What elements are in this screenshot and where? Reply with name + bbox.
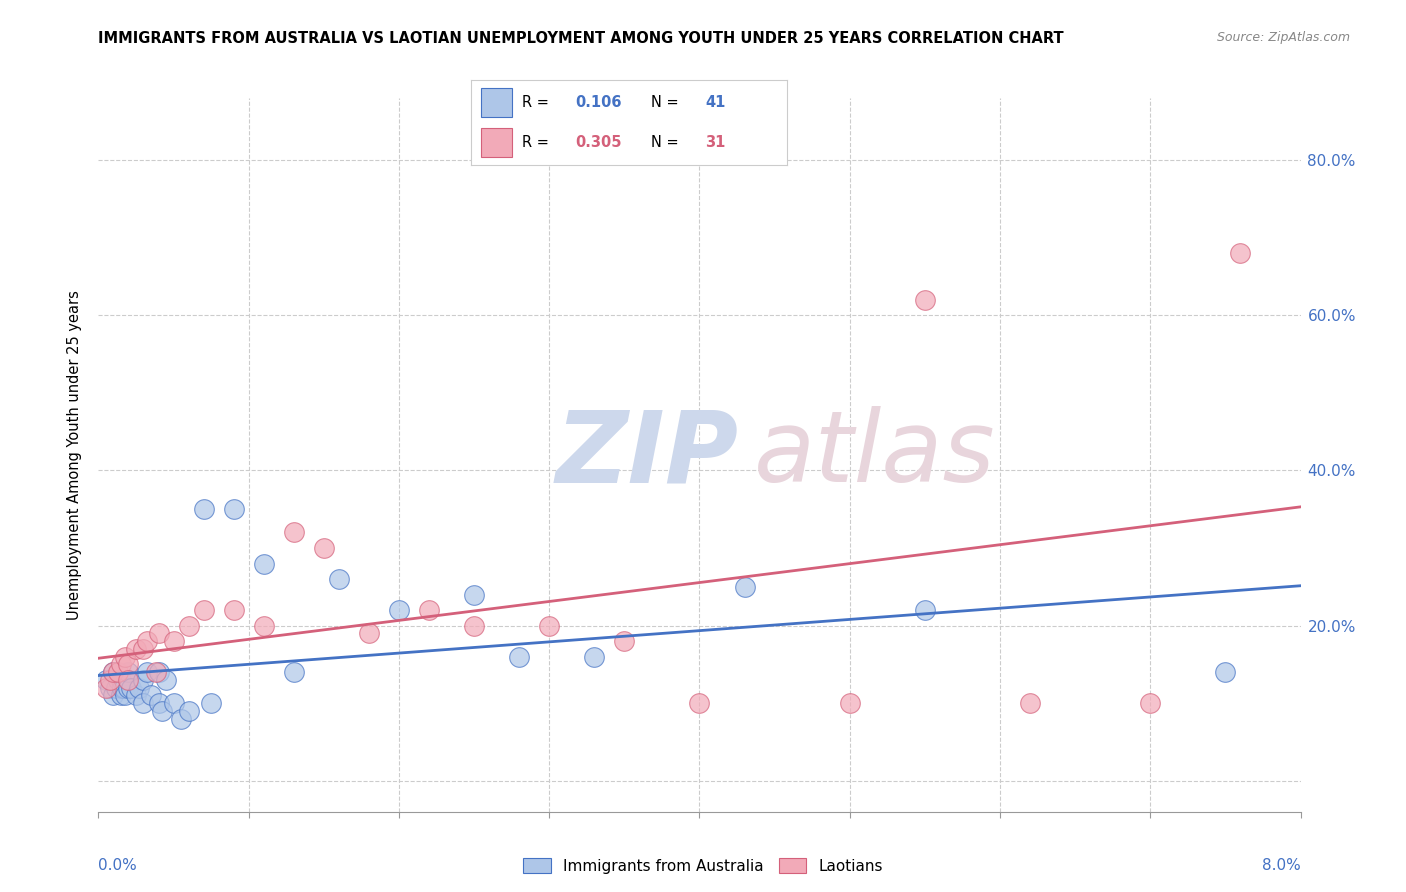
Point bbox=[110, 657, 132, 672]
Point bbox=[508, 649, 530, 664]
Point bbox=[125, 689, 148, 703]
Text: 31: 31 bbox=[706, 135, 725, 150]
Point bbox=[463, 618, 485, 632]
Point bbox=[689, 696, 711, 710]
Text: IMMIGRANTS FROM AUSTRALIA VS LAOTIAN UNEMPLOYMENT AMONG YOUTH UNDER 25 YEARS COR: IMMIGRANTS FROM AUSTRALIA VS LAOTIAN UNE… bbox=[98, 31, 1064, 46]
Point bbox=[1229, 246, 1251, 260]
Point bbox=[388, 603, 411, 617]
Point bbox=[463, 588, 485, 602]
Point bbox=[162, 696, 184, 710]
FancyBboxPatch shape bbox=[481, 88, 512, 117]
Point bbox=[103, 689, 125, 703]
Point bbox=[103, 665, 125, 679]
Point bbox=[914, 293, 936, 307]
Point bbox=[148, 626, 170, 640]
Point bbox=[117, 673, 139, 687]
Point bbox=[1215, 665, 1237, 679]
Text: N =: N = bbox=[651, 95, 683, 110]
Point bbox=[112, 681, 135, 695]
Point bbox=[117, 665, 139, 679]
Point bbox=[132, 641, 155, 656]
Point bbox=[283, 525, 305, 540]
Point bbox=[583, 649, 606, 664]
Point bbox=[121, 681, 143, 695]
Point bbox=[132, 673, 155, 687]
Point bbox=[117, 681, 139, 695]
Point bbox=[357, 626, 380, 640]
Point bbox=[111, 681, 134, 695]
Point bbox=[170, 712, 193, 726]
Point bbox=[200, 696, 222, 710]
Point bbox=[613, 634, 636, 648]
Point bbox=[139, 689, 162, 703]
Text: 0.305: 0.305 bbox=[575, 135, 621, 150]
Point bbox=[100, 681, 122, 695]
Text: ZIP: ZIP bbox=[555, 407, 738, 503]
Point bbox=[94, 673, 117, 687]
Point bbox=[162, 634, 184, 648]
Point bbox=[253, 557, 276, 571]
Text: 8.0%: 8.0% bbox=[1261, 858, 1301, 873]
Text: R =: R = bbox=[522, 135, 553, 150]
Text: atlas: atlas bbox=[754, 407, 995, 503]
Point bbox=[312, 541, 335, 555]
Point bbox=[155, 673, 177, 687]
Text: 0.106: 0.106 bbox=[575, 95, 621, 110]
Text: R =: R = bbox=[522, 95, 553, 110]
Point bbox=[135, 665, 157, 679]
Point bbox=[114, 689, 136, 703]
Point bbox=[328, 572, 350, 586]
Point bbox=[114, 649, 136, 664]
Point bbox=[125, 641, 148, 656]
Point bbox=[107, 665, 129, 679]
Point bbox=[838, 696, 860, 710]
Point bbox=[734, 580, 756, 594]
FancyBboxPatch shape bbox=[481, 128, 512, 157]
Point bbox=[538, 618, 561, 632]
Text: 41: 41 bbox=[706, 95, 725, 110]
Legend: Immigrants from Australia, Laotians: Immigrants from Australia, Laotians bbox=[517, 852, 889, 880]
Text: 0.0%: 0.0% bbox=[98, 858, 138, 873]
Point bbox=[94, 681, 117, 695]
Point bbox=[128, 681, 150, 695]
Text: Source: ZipAtlas.com: Source: ZipAtlas.com bbox=[1216, 31, 1350, 45]
Point bbox=[177, 704, 200, 718]
Point bbox=[110, 689, 132, 703]
Point bbox=[222, 603, 245, 617]
Point bbox=[135, 634, 157, 648]
Point bbox=[193, 603, 215, 617]
Point bbox=[117, 657, 139, 672]
Point bbox=[914, 603, 936, 617]
Y-axis label: Unemployment Among Youth under 25 years: Unemployment Among Youth under 25 years bbox=[67, 290, 83, 620]
Text: N =: N = bbox=[651, 135, 683, 150]
Point bbox=[1019, 696, 1042, 710]
Point bbox=[110, 673, 132, 687]
Point bbox=[103, 665, 125, 679]
Point bbox=[283, 665, 305, 679]
Point bbox=[222, 502, 245, 516]
Point bbox=[105, 681, 128, 695]
Point bbox=[148, 665, 170, 679]
Point bbox=[107, 673, 129, 687]
Point bbox=[1139, 696, 1161, 710]
Point bbox=[193, 502, 215, 516]
Point bbox=[145, 665, 167, 679]
Point bbox=[100, 673, 122, 687]
Point bbox=[253, 618, 276, 632]
Point bbox=[117, 673, 139, 687]
Point bbox=[150, 704, 173, 718]
Point bbox=[418, 603, 440, 617]
Point bbox=[148, 696, 170, 710]
Point bbox=[132, 696, 155, 710]
Point bbox=[177, 618, 200, 632]
